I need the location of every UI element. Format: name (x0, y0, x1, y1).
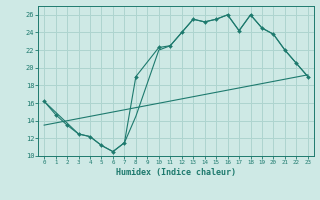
X-axis label: Humidex (Indice chaleur): Humidex (Indice chaleur) (116, 168, 236, 177)
